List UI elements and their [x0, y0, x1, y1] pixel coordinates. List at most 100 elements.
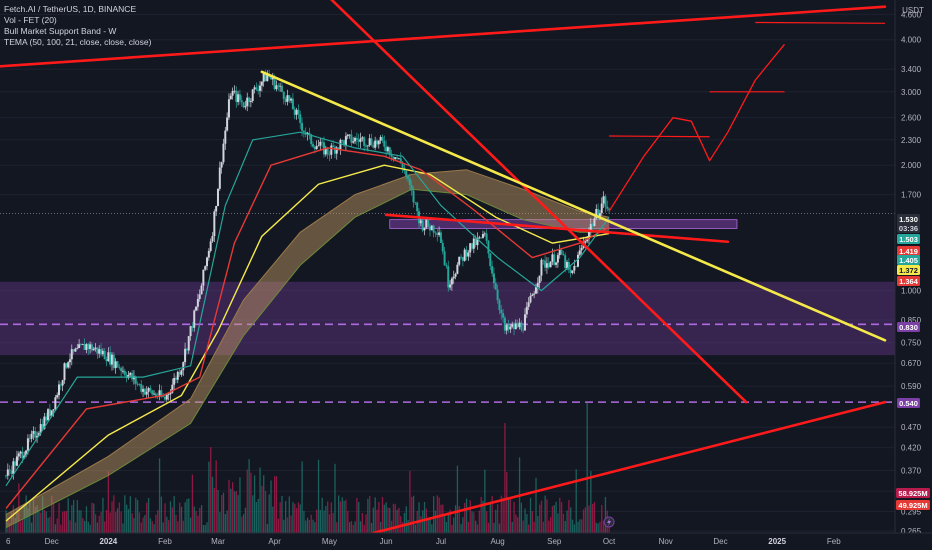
candle-body	[189, 326, 192, 337]
volume-bar	[418, 502, 420, 533]
volume-bar	[60, 524, 62, 533]
volume-bar	[208, 461, 210, 533]
volume-bar	[131, 513, 133, 533]
time-tick-label: Dec	[713, 537, 727, 546]
candle-body	[544, 260, 547, 268]
candle-body	[275, 85, 278, 90]
volume-bar	[49, 516, 51, 533]
volume-bar	[58, 502, 60, 533]
candle-body	[169, 392, 172, 395]
volume-bar	[241, 516, 243, 533]
volume-bar	[369, 495, 371, 533]
volume-bar	[491, 496, 493, 533]
candle-body	[430, 225, 433, 231]
volume-bar	[105, 510, 108, 533]
candle-body	[330, 145, 333, 155]
candle-body	[374, 140, 377, 148]
candle-body	[57, 384, 60, 396]
candle-body	[443, 251, 446, 266]
symbol-title[interactable]: Fetch.AI / TetherUS, 1D, BINANCE	[4, 4, 137, 14]
volume-bar	[259, 467, 261, 533]
volume-bar	[235, 491, 237, 533]
volume-bar	[199, 507, 201, 533]
tema-indicator-label[interactable]: TEMA (50, 100, 21, close, close, close)	[4, 37, 152, 47]
candle-body	[412, 190, 415, 203]
candle-body	[518, 322, 521, 328]
red-trendline	[384, 213, 730, 244]
volume-bar	[604, 497, 607, 533]
volume-bar	[89, 524, 91, 533]
volume-bar	[367, 498, 369, 533]
candle-body	[114, 361, 117, 369]
purple-zone-box	[0, 281, 895, 356]
volume-bar	[244, 507, 247, 533]
volume-bar	[301, 461, 303, 533]
candle-body	[310, 134, 313, 145]
volume-bar	[577, 521, 579, 533]
volume-bar	[316, 509, 318, 533]
candle-body	[467, 252, 470, 257]
volume-bar	[328, 514, 331, 533]
candle-body	[339, 139, 342, 150]
volume-bar	[266, 523, 269, 533]
volume-bar	[602, 521, 605, 533]
candlesticks	[5, 69, 611, 480]
volume-bar	[407, 519, 409, 533]
volume-bar	[144, 515, 146, 533]
candle-body	[134, 376, 137, 384]
volume-bar	[480, 496, 482, 533]
candle-body	[600, 203, 603, 214]
volume-bar	[65, 510, 68, 533]
bull-band-indicator-label[interactable]: Bull Market Support Band - W	[4, 26, 117, 36]
candle-body	[295, 109, 298, 115]
volume-bar	[526, 514, 528, 533]
volume-bar	[253, 475, 256, 533]
candle-body	[158, 390, 161, 397]
candle-body	[286, 95, 289, 102]
volume-bar	[124, 495, 126, 533]
candle-body	[551, 254, 554, 262]
candle-body	[187, 336, 190, 351]
volume-indicator-label[interactable]: Vol - FET (20)	[4, 15, 57, 25]
volume-bar	[467, 521, 470, 533]
candle-body	[461, 257, 464, 261]
volume-bar	[431, 524, 433, 533]
candle-body	[89, 344, 92, 349]
candle-body	[246, 97, 249, 107]
candle-body	[511, 324, 514, 327]
volume-bar	[257, 498, 259, 533]
candle-body	[118, 367, 121, 369]
volume-bar	[409, 470, 411, 533]
price-tick-label: 0.420	[901, 444, 922, 453]
volume-bar	[586, 403, 588, 533]
candle-body	[595, 208, 598, 219]
candle-body	[153, 393, 156, 395]
volume-bar	[63, 511, 66, 533]
volume-bar	[401, 522, 404, 533]
price-tick-label: 0.750	[901, 339, 922, 348]
candle-body	[284, 98, 287, 102]
price-badge-label: 1.364	[899, 277, 919, 286]
candle-body	[419, 220, 422, 224]
candle-body	[209, 241, 212, 252]
volume-bar	[559, 497, 561, 533]
volume-bar	[465, 498, 468, 533]
volume-bar	[16, 508, 18, 533]
volume-bar	[9, 522, 11, 533]
price-tick-label: 4.000	[901, 36, 922, 45]
volume-bar	[571, 519, 574, 533]
volume-bar	[290, 515, 292, 533]
candle-body	[540, 259, 543, 276]
volume-bar	[495, 509, 497, 533]
volume-bar	[325, 505, 327, 533]
volume-bar	[82, 518, 84, 533]
volume-bar	[142, 517, 144, 533]
candle-body	[136, 383, 139, 385]
candle-body	[447, 266, 450, 288]
candle-body	[377, 140, 380, 145]
volume-bar	[451, 524, 453, 533]
price-tick-label: 0.850	[901, 316, 922, 325]
candle-body	[233, 90, 236, 92]
price-tick-label: 0.265	[901, 527, 922, 536]
